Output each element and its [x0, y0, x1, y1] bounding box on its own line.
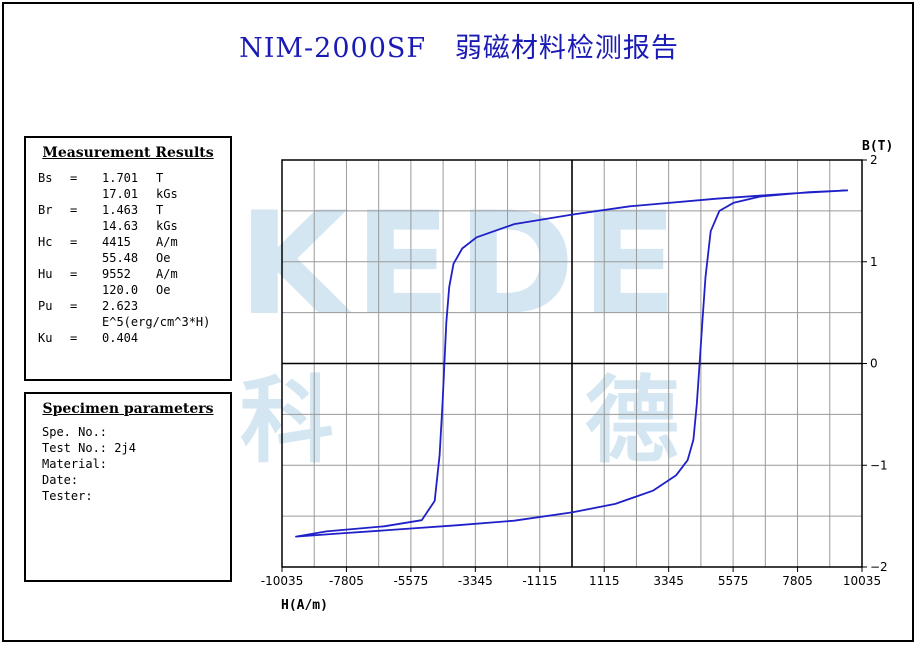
x-tick-label: -10035 — [261, 574, 304, 588]
report-title: NIM-2000SF 弱磁材料检测报告 — [239, 33, 679, 64]
x-tick-label: -3345 — [458, 574, 493, 588]
x-tick-label: 1115 — [589, 574, 620, 588]
result-unit: T — [156, 203, 164, 217]
result-name: Hu — [38, 267, 53, 281]
result-name: Hc — [38, 235, 53, 249]
y-tick-label: −1 — [870, 458, 888, 472]
chart-labels: -10035 -7805 -5575 -3345 -1115 1115 3345 5575 78… — [261, 153, 888, 588]
x-tick-label: 5575 — [718, 574, 749, 588]
result-unit: kGs — [156, 187, 178, 201]
x-tick-label: 10035 — [843, 574, 881, 588]
result-value: 0.404 — [102, 331, 139, 345]
specimen-row: Test No.: 2j4 — [42, 441, 136, 455]
result-eq: = — [70, 331, 78, 345]
result-value: E^5(erg/cm^3*H) — [102, 315, 211, 329]
result-unit: T — [156, 171, 164, 185]
result-unit: A/m — [156, 235, 178, 249]
result-value: 14.63 — [102, 219, 139, 233]
x-axis-label: H(A/m) — [281, 598, 328, 613]
chart-series — [295, 189, 849, 538]
hysteresis-loop-line — [295, 189, 849, 538]
result-eq: = — [70, 235, 78, 249]
x-tick-label: -7805 — [329, 574, 364, 588]
result-eq: = — [70, 203, 78, 217]
result-value: 17.01 — [102, 187, 139, 201]
y-axis-label: B(T) — [862, 139, 893, 154]
chart-axes — [281, 159, 867, 572]
result-unit: Oe — [156, 251, 171, 265]
specimen-row: Tester: — [42, 489, 93, 503]
x-tick-label: -1115 — [522, 574, 557, 588]
result-eq: = — [70, 171, 78, 185]
specimen-row: Date: — [42, 473, 79, 487]
result-value: 1.463 — [102, 203, 139, 217]
result-value: 4415 — [102, 235, 131, 249]
result-unit: A/m — [156, 267, 178, 281]
x-tick-label: 3345 — [653, 574, 684, 588]
result-name: Bs — [38, 171, 53, 185]
result-eq: = — [70, 267, 78, 281]
y-tick-label: 1 — [870, 255, 878, 269]
result-unit: kGs — [156, 219, 178, 233]
result-unit: Oe — [156, 283, 171, 297]
result-eq: = — [70, 299, 78, 313]
x-tick-label: -5575 — [393, 574, 428, 588]
result-value: 120.0 — [102, 283, 139, 297]
specimen-row: Material: — [42, 457, 108, 471]
result-value: 9552 — [102, 267, 131, 281]
y-tick-label: 2 — [870, 153, 878, 167]
y-tick-label: 0 — [870, 357, 878, 371]
specimen-parameters-panel: Specimen parameters Spe. No.: Test No.: 2… — [24, 392, 232, 582]
x-tick-label: 7805 — [782, 574, 813, 588]
measurement-results-panel: Measurement Results Bs = 1.701 T 17.01 kGs Br =… — [24, 136, 232, 381]
specimen-row: Spe. No.: — [42, 425, 108, 439]
measurement-results-heading: Measurement Results — [42, 145, 214, 161]
result-value: 2.623 — [102, 299, 139, 313]
specimen-parameters-heading: Specimen parameters — [42, 401, 214, 417]
result-name: Ku — [38, 331, 53, 345]
result-value: 1.701 — [102, 171, 139, 185]
y-tick-label: −2 — [870, 560, 888, 574]
result-name: Pu — [38, 299, 53, 313]
result-value: 55.48 — [102, 251, 139, 265]
result-name: Br — [38, 203, 53, 217]
